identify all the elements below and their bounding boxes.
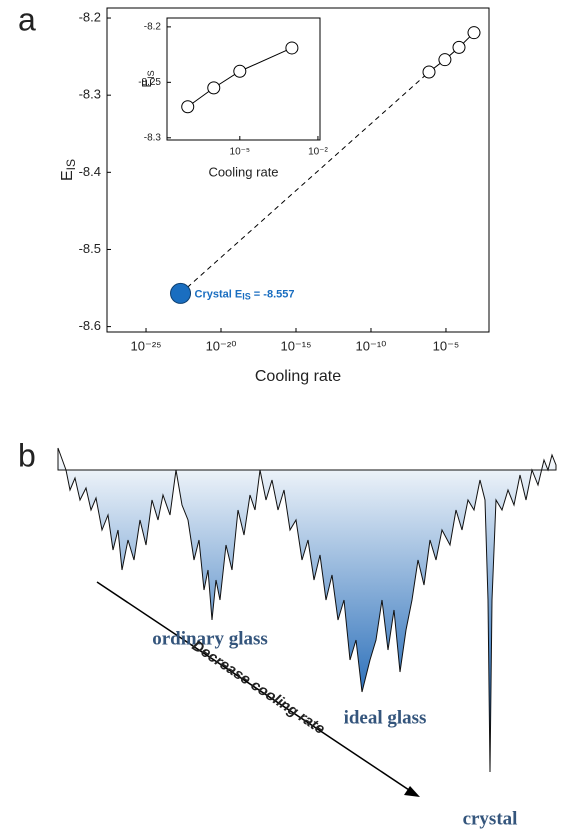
data-point [467,26,481,40]
data-point [170,282,192,304]
diagram-label: crystal [463,808,518,829]
y-tick-label: -8.25 [138,77,161,88]
y-tick-label: -8.4 [79,164,101,179]
y-tick-label: -8.5 [79,241,101,256]
extrapolation [180,71,430,294]
x-tick-label: 10⁻²⁰ [206,338,237,353]
x-axis-label: Cooling rate [255,368,341,385]
diagram-label: ordinary glass [152,628,268,649]
y-axis-label: EIS [139,70,156,87]
energy-landscape [57,447,557,773]
annotation: Crystal EIS = -8.557 [195,288,295,301]
panel-label: b [18,437,36,473]
y-axis-label-main: E [139,79,154,88]
y-axis-label-sub: IS [146,70,156,79]
series-line [428,32,475,73]
annotation-eq: = [251,288,264,300]
y-tick-label: -8.3 [144,132,162,143]
x-tick-label: 10⁻⁵ [433,338,460,353]
arrow-head [404,786,420,797]
data-point [422,65,436,79]
y-tick-label: -8.6 [79,318,101,333]
series-line [187,47,293,108]
x-tick-label: 10⁻¹⁰ [356,338,387,353]
x-tick-label: 10⁻⁵ [230,147,251,158]
y-tick-label: -8.3 [79,87,101,102]
data-point [233,64,247,78]
x-tick-label: 10⁻² [308,147,328,158]
x-axis-label: Cooling rate [208,164,278,179]
data-point [207,81,221,95]
annotation-sub: IS [242,292,251,302]
charts: 10⁻²⁵ 10⁻²⁰ 10⁻¹⁵ 10⁻¹⁰ 10⁻⁵ -8.6 -8.5 -8.4 -8.3… [59,7,490,385]
plot-frame [166,17,321,141]
arrow [96,581,413,793]
y-axis-label-main: E [59,170,76,181]
x-tick-label: 10⁻¹⁵ [280,338,311,353]
y-axis-label: EIS [59,159,78,181]
data-point [181,100,195,114]
x-tick-label: 10⁻²⁵ [131,338,162,353]
arrow-label: Decrease cooling rate [189,637,328,738]
y-axis-label-sub: IS [64,159,78,170]
data-point [285,41,299,55]
diagram-label: ideal glass [344,707,427,728]
y-tick-label: -8.2 [144,22,162,33]
data-point [452,40,466,54]
annotation-text: Crystal E [195,288,243,300]
y-tick-label: -8.2 [79,9,101,24]
data-label: -8.557 [263,288,294,300]
panel-label: a [18,1,36,37]
data-point [438,53,452,67]
